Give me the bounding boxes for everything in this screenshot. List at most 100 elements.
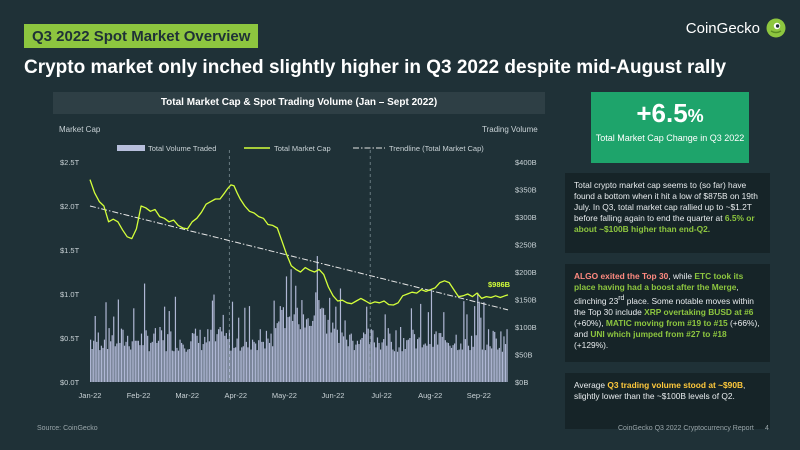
volume-bar: [210, 329, 212, 382]
volume-bar: [102, 347, 104, 382]
volume-bar: [494, 331, 496, 382]
volume-bar: [319, 308, 322, 382]
volume-bar: [258, 340, 260, 382]
right-tick-label: $300B: [515, 213, 537, 222]
volume-bar: [361, 338, 363, 382]
volume-bar: [267, 338, 269, 382]
x-tick-label: Jan-22: [79, 391, 102, 400]
volume-bar: [386, 345, 388, 382]
volume-bar: [288, 316, 291, 382]
volume-bar: [139, 345, 141, 382]
x-tick-label: May-22: [272, 391, 297, 400]
footer-page: 4: [765, 425, 769, 432]
legend: Total Volume Traded Total Market Cap Tre…: [117, 144, 484, 153]
volume-bar: [196, 335, 198, 382]
volume-bar: [97, 332, 99, 382]
market-chart: Total Volume Traded Total Market Cap Tre…: [60, 144, 537, 400]
volume-bar: [467, 345, 470, 382]
volume-bar: [497, 349, 499, 382]
card3-t2: , slightly lower than the ~$100B levels …: [574, 380, 746, 401]
chart-title: Total Market Cap & Spot Trading Volume (…: [53, 92, 545, 114]
volume-bar: [403, 338, 405, 382]
volume-bar: [251, 339, 254, 382]
volume-bar: [137, 340, 140, 382]
volume-bar: [480, 317, 482, 382]
volume-bar: [378, 342, 380, 382]
coingecko-logo: CoinGecko: [686, 18, 786, 38]
legend-volume-label: Total Volume Traded: [148, 144, 216, 153]
volume-bar: [185, 351, 187, 382]
volume-bar: [128, 346, 130, 382]
section-tag: Q3 2022 Spot Market Overview: [24, 24, 259, 48]
volume-bar: [110, 341, 112, 382]
volume-bar: [470, 335, 473, 382]
volume-bar: [424, 343, 426, 382]
volume-bar: [136, 340, 138, 382]
volume-bar: [358, 344, 360, 382]
volume-bar: [369, 344, 371, 382]
volume-bar: [460, 343, 462, 382]
volume-bar: [410, 308, 413, 382]
volume-bar: [325, 333, 328, 382]
x-tick-label: Apr-22: [225, 391, 248, 400]
volume-bar: [162, 340, 164, 382]
volume-bar: [211, 300, 214, 382]
volume-bar: [167, 334, 169, 382]
volume-bar: [143, 283, 146, 382]
left-tick-label: $0.0T: [60, 378, 80, 387]
volume-bar: [372, 330, 374, 382]
volume-bar: [125, 341, 127, 382]
left-tick-label: $2.0T: [60, 202, 80, 211]
volume-bar: [418, 337, 420, 382]
volume-bar: [464, 339, 467, 382]
volume-bar: [99, 350, 101, 382]
volume-bar: [327, 319, 329, 382]
volume-bar: [194, 328, 197, 382]
volume-bar: [259, 329, 261, 382]
volume-bar: [498, 347, 500, 382]
x-axis-ticks: Jan-22 Feb-22 Mar-22 Apr-22 May-22 Jun-22 Jul-…: [79, 391, 491, 400]
volume-bar: [504, 344, 507, 382]
stat-box: +6.5% Total Market Cap Change in Q3 2022: [591, 92, 749, 163]
volume-bar: [279, 306, 281, 382]
volume-bar: [393, 351, 396, 382]
volume-bar: [359, 339, 362, 382]
volume-bar: [301, 300, 303, 382]
volume-bar: [322, 308, 325, 382]
volume-bar: [446, 342, 448, 382]
card1-text: Total crypto market cap seems to (so far…: [574, 180, 758, 223]
insight-card-rankings: ALGO exited the Top 30, while ETC took i…: [565, 264, 770, 362]
stat-value: +6.5: [636, 98, 688, 128]
volume-bar: [157, 340, 160, 382]
volume-bar: [342, 336, 345, 382]
logo-text: CoinGecko: [685, 19, 760, 37]
volume-bar: [239, 350, 241, 382]
volume-bar: [127, 335, 129, 382]
volume-bar: [278, 321, 280, 382]
volume-bar: [341, 332, 343, 382]
volume-bar: [333, 328, 335, 382]
volume-bar: [500, 331, 502, 382]
volume-bar: [339, 288, 342, 382]
volume-bar: [392, 349, 394, 382]
volume-bar: [248, 306, 251, 382]
right-tick-label: $50B: [515, 351, 533, 360]
volume-bar: [268, 342, 271, 382]
volume-bar: [222, 314, 224, 382]
right-tick-label: $400B: [515, 158, 537, 167]
volume-bar: [106, 349, 109, 382]
volume-bar: [483, 302, 485, 382]
volume-bar: [90, 339, 92, 382]
volume-bar: [123, 345, 126, 382]
card2-algo: ALGO exited the Top 30: [574, 271, 669, 281]
volume-bar: [449, 345, 451, 382]
volume-bar: [469, 350, 471, 382]
volume-bar: [116, 343, 118, 382]
volume-bar: [165, 351, 167, 382]
volume-bar: [390, 341, 392, 382]
volume-bar: [199, 329, 201, 382]
volume-bar: [474, 306, 476, 382]
volume-bar: [179, 339, 181, 382]
end-value-label: $986B: [488, 280, 511, 289]
volume-bar: [287, 317, 289, 382]
